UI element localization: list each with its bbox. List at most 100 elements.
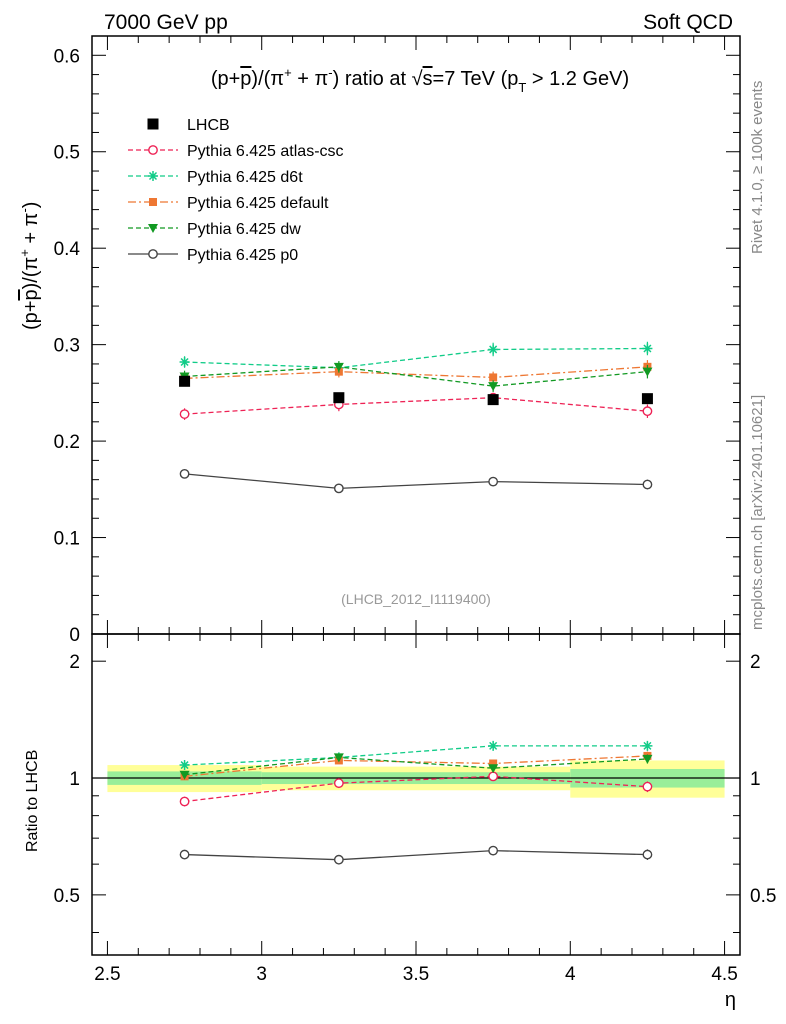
main-data-point bbox=[333, 362, 344, 372]
lhcb-data-point bbox=[641, 393, 653, 405]
main-data-point bbox=[642, 367, 653, 377]
header-left-label: 7000 GeV pp bbox=[104, 11, 228, 34]
ratio-series-atlas-csc bbox=[179, 771, 653, 807]
ratio-data-point bbox=[488, 771, 499, 782]
ratio-data-point bbox=[333, 753, 344, 763]
lhcb-data-point bbox=[179, 375, 191, 387]
ratio-data-point bbox=[642, 781, 653, 792]
legend-label: LHCB bbox=[187, 117, 230, 134]
ratio-y-axis-label: Ratio to LHCB bbox=[24, 750, 41, 852]
main-x-ticks bbox=[106, 36, 726, 634]
ratio-data-point bbox=[642, 740, 653, 751]
lhcb-data-point bbox=[487, 394, 499, 406]
legend-label: Pythia 6.425 d6t bbox=[187, 169, 303, 186]
ratio-y-axis: 0.5 0.5 1 1 2 2 bbox=[54, 652, 776, 933]
main-series-atlas-csc bbox=[179, 392, 653, 420]
main-y-tick-label: 0.5 bbox=[54, 143, 80, 164]
main-series-line bbox=[184, 366, 648, 380]
ratio-data-point bbox=[642, 849, 653, 860]
rivet-label: Rivet 4.1.0, ≥ 100k events bbox=[749, 81, 766, 254]
x-axis-label: η bbox=[725, 989, 736, 1011]
ratio-data-point bbox=[642, 754, 653, 764]
x-tick-label: 3 bbox=[256, 964, 267, 985]
legend-item: Pythia 6.425 default bbox=[128, 195, 329, 212]
ratio-data-point bbox=[179, 796, 190, 807]
ratio-y-tick-label: 2 bbox=[69, 652, 80, 673]
ratio-data-point bbox=[489, 759, 498, 768]
main-data-point bbox=[642, 406, 653, 417]
legend-marker bbox=[148, 224, 158, 233]
main-data-point bbox=[489, 373, 498, 382]
main-y-tick-label: 0.2 bbox=[54, 432, 80, 453]
ratio-series-line bbox=[184, 745, 648, 766]
main-panel: 0.1 0.2 0.3 0.4 0.5 0.6 0 (p+p)/(π+ + π-) rat… bbox=[17, 35, 741, 646]
ratio-y-tick-label-right: 1 bbox=[750, 769, 761, 790]
x-tick-label: 4.5 bbox=[711, 964, 737, 985]
x-tick-label: 3.5 bbox=[403, 964, 429, 985]
main-series-p0 bbox=[179, 468, 653, 494]
ratio-data-point bbox=[179, 849, 190, 860]
legend-label: Pythia 6.425 dw bbox=[187, 221, 301, 238]
legend-marker bbox=[148, 145, 158, 155]
main-y-tick-label: 0.1 bbox=[54, 529, 80, 550]
mcplots-label: mcplots.cern.ch [arXiv:2401.10621] bbox=[749, 395, 766, 630]
ratio-series-dw bbox=[179, 753, 653, 780]
main-series-line bbox=[184, 347, 648, 369]
ratio-data-point bbox=[488, 845, 499, 856]
ratio-series-line bbox=[184, 849, 648, 861]
legend-marker bbox=[147, 118, 159, 130]
main-data-point bbox=[642, 479, 653, 490]
ratio-series-line bbox=[184, 775, 648, 803]
main-y-axis-label: (p+p)/(π+ + π-) bbox=[17, 202, 42, 330]
main-series-line bbox=[184, 473, 648, 490]
legend-item: Pythia 6.425 atlas-csc bbox=[128, 143, 344, 160]
main-y-zero-label: 0 bbox=[69, 625, 80, 646]
main-data-point bbox=[488, 344, 499, 355]
main-series-line bbox=[184, 366, 648, 387]
legend-label: Pythia 6.425 p0 bbox=[187, 247, 298, 264]
legend: LHCB Pythia 6.425 atlas-csc Pythia 6.425 d… bbox=[128, 117, 344, 264]
legend-label: Pythia 6.425 atlas-csc bbox=[187, 143, 344, 160]
main-data-point bbox=[179, 357, 190, 368]
x-axis: 2.5 3 3.5 4 4.5 bbox=[94, 634, 738, 985]
legend-marker bbox=[148, 171, 158, 181]
main-y-tick-label: 0.3 bbox=[54, 336, 80, 357]
ratio-data-point bbox=[488, 764, 499, 774]
analysis-watermark: (LHCB_2012_I1119400) bbox=[341, 591, 491, 607]
ratio-y-tick-label: 0.5 bbox=[54, 886, 80, 907]
legend-marker bbox=[149, 198, 157, 206]
legend-item: LHCB bbox=[147, 117, 230, 134]
ratio-y-tick-label-right: 0.5 bbox=[750, 886, 776, 907]
legend-item: Pythia 6.425 d6t bbox=[128, 169, 303, 186]
ratio-data-point bbox=[488, 740, 499, 751]
ratio-data-point bbox=[333, 778, 344, 789]
main-y-tick-label: 0.4 bbox=[54, 239, 81, 260]
legend-label: Pythia 6.425 default bbox=[187, 195, 329, 212]
legend-item: Pythia 6.425 p0 bbox=[128, 247, 298, 264]
main-y-tick-label: 0.6 bbox=[54, 46, 80, 67]
main-series-dw bbox=[179, 361, 653, 392]
main-title: (p+p)/(π+ + π-) ratio at √s=7 TeV (pT > … bbox=[211, 65, 629, 95]
main-data-point bbox=[179, 468, 190, 479]
ratio-y-tick-label: 1 bbox=[69, 769, 80, 790]
main-series-line bbox=[184, 397, 648, 415]
legend-item: Pythia 6.425 dw bbox=[128, 221, 301, 238]
main-series-d6t bbox=[179, 341, 653, 373]
lhcb-data-point bbox=[333, 392, 345, 404]
main-data-point bbox=[333, 483, 344, 494]
x-tick-label: 4 bbox=[565, 964, 576, 985]
legend-marker bbox=[148, 249, 158, 259]
ratio-series-line bbox=[184, 755, 648, 777]
main-data-point bbox=[488, 476, 499, 487]
header-right-label: Soft QCD bbox=[643, 11, 733, 34]
ratio-series-line bbox=[184, 756, 648, 776]
ratio-y-tick-label-right: 2 bbox=[750, 652, 761, 673]
main-data-point bbox=[179, 409, 190, 419]
ratio-data-point bbox=[179, 770, 190, 780]
main-y-axis: 0.1 0.2 0.3 0.4 0.5 0.6 bbox=[54, 35, 740, 635]
main-data-point bbox=[642, 343, 653, 354]
ratio-series-p0 bbox=[179, 845, 653, 865]
ratio-panel: 0.5 0.5 1 1 2 2 2.5 3 3.5 4 4.5 Ratio to LHCB η bbox=[24, 633, 776, 1011]
main-data-point bbox=[488, 382, 499, 392]
